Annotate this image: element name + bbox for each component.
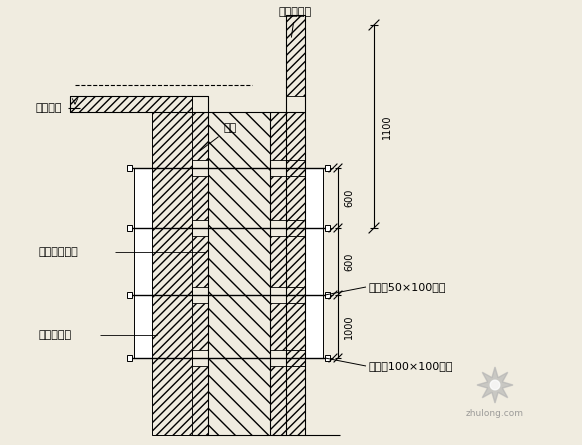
Bar <box>192 176 208 220</box>
Bar <box>134 168 152 358</box>
Text: 1000: 1000 <box>344 314 354 339</box>
Bar <box>70 96 192 112</box>
Text: 600: 600 <box>344 252 354 271</box>
Bar <box>325 292 330 298</box>
Bar <box>270 176 286 220</box>
Bar <box>286 15 305 96</box>
Bar <box>286 176 305 220</box>
Bar <box>325 165 330 171</box>
Bar <box>127 355 132 361</box>
Text: 多层板拼装: 多层板拼装 <box>278 7 311 37</box>
Bar <box>192 303 208 350</box>
Text: 已浇筑外墙: 已浇筑外墙 <box>38 330 71 340</box>
Polygon shape <box>477 367 513 403</box>
Bar <box>270 303 286 350</box>
Bar <box>127 225 132 231</box>
Bar <box>325 355 330 361</box>
Text: 主龙骨100×100木方: 主龙骨100×100木方 <box>368 361 452 371</box>
Text: 待浇楼板: 待浇楼板 <box>35 103 62 113</box>
Text: 次龙骨50×100木方: 次龙骨50×100木方 <box>368 282 445 292</box>
Bar <box>325 225 330 231</box>
Bar <box>192 366 208 435</box>
Text: 600: 600 <box>344 189 354 207</box>
Bar <box>270 366 286 435</box>
Bar <box>286 303 305 350</box>
Bar <box>286 366 305 435</box>
Text: 混凝土剥舌线: 混凝土剥舌线 <box>38 247 78 257</box>
Text: 螺栓: 螺栓 <box>199 123 237 151</box>
Bar <box>127 165 132 171</box>
Bar <box>286 350 305 366</box>
Text: zhulong.com: zhulong.com <box>466 409 524 417</box>
Bar <box>286 287 305 303</box>
Bar <box>152 110 192 435</box>
Bar <box>286 112 305 160</box>
Bar <box>208 112 270 435</box>
Bar <box>286 160 305 176</box>
Bar <box>192 236 208 287</box>
Bar <box>286 220 305 236</box>
Bar <box>127 292 132 298</box>
Polygon shape <box>490 380 500 390</box>
Text: 1100: 1100 <box>382 114 392 139</box>
Bar <box>286 236 305 287</box>
Bar <box>270 236 286 287</box>
Bar <box>305 168 323 358</box>
Bar <box>270 112 286 160</box>
Bar <box>192 112 208 160</box>
